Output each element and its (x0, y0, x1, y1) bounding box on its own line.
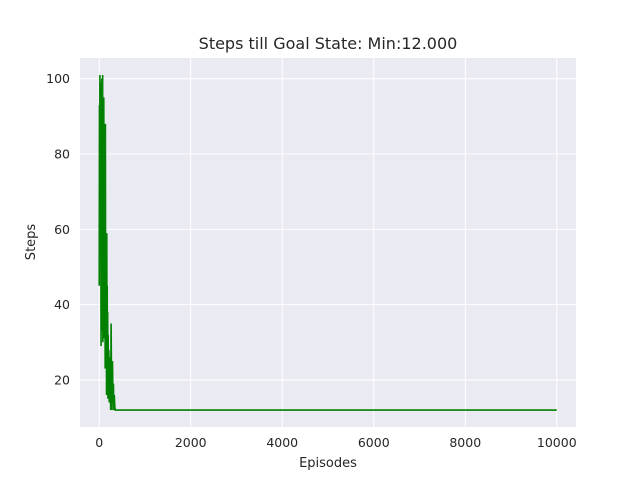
x-axis-label: Episodes (299, 456, 357, 471)
y-tick-label: 80 (54, 147, 70, 162)
x-tick-label: 8000 (449, 435, 481, 450)
x-tick-label: 4000 (266, 435, 298, 450)
chart-title: Steps till Goal State: Min:12.000 (199, 34, 458, 53)
series-line (98, 74, 557, 411)
y-tick-label: 40 (54, 297, 70, 312)
x-tick-label: 6000 (358, 435, 390, 450)
grid-lines (80, 58, 576, 427)
y-tick-label: 100 (46, 71, 70, 86)
plot-area (80, 58, 576, 427)
x-tick-label: 10000 (537, 435, 577, 450)
tick-labels: 0 2000 4000 6000 8000 10000 20 40 60 80 100 (46, 71, 577, 450)
y-axis-label: Steps (24, 224, 39, 261)
line-series (98, 74, 557, 411)
y-tick-label: 20 (54, 372, 70, 387)
x-tick-label: 2000 (175, 435, 207, 450)
x-tick-label: 0 (95, 435, 103, 450)
y-tick-label: 60 (54, 222, 70, 237)
